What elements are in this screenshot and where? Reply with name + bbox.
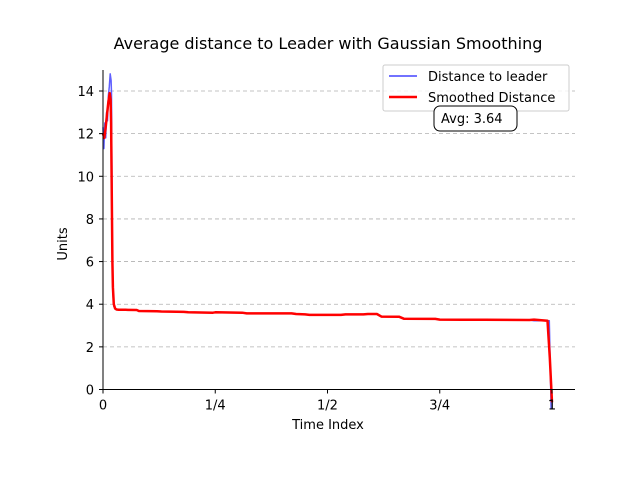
y-tick-label: 14 [77, 85, 94, 100]
y-tick-label: 2 [86, 341, 94, 356]
y-axis-label: Units [56, 227, 71, 260]
axes [102, 70, 575, 390]
series-line-smoothed-distance [101, 91, 554, 403]
y-tick-label: 6 [86, 256, 94, 271]
y-tick-label: 10 [77, 170, 94, 185]
x-tick-label: 1/2 [317, 399, 338, 414]
x-tick-label: 0 [99, 399, 107, 414]
legend-label-smoothed: Smoothed Distance [428, 91, 555, 106]
x-tick-label: 1/4 [205, 399, 226, 414]
x-axis-label: Time Index [291, 418, 364, 433]
y-tick-label: 12 [77, 128, 94, 143]
annotation-box [433, 105, 518, 132]
y-ticks: 0 2 4 6 8 10 12 14 [77, 85, 103, 399]
chart-title: Average distance to Leader with Gaussian… [114, 34, 543, 53]
x-ticks: 0 1/4 1/2 3/4 1 [99, 389, 556, 414]
annotation-text: Avg: 3.64 [441, 112, 503, 127]
x-tick-label: 1 [548, 399, 556, 414]
series-layer [101, 73, 554, 410]
y-tick-label: 4 [86, 298, 94, 313]
legend-label-distance: Distance to leader [428, 70, 548, 85]
y-tick-label: 0 [86, 384, 94, 399]
y-tick-label: 8 [86, 213, 94, 228]
average-annotation: Avg: 3.64 [433, 105, 518, 132]
legend: Distance to leader Smoothed Distance [382, 64, 570, 112]
x-tick-label: 3/4 [429, 399, 450, 414]
